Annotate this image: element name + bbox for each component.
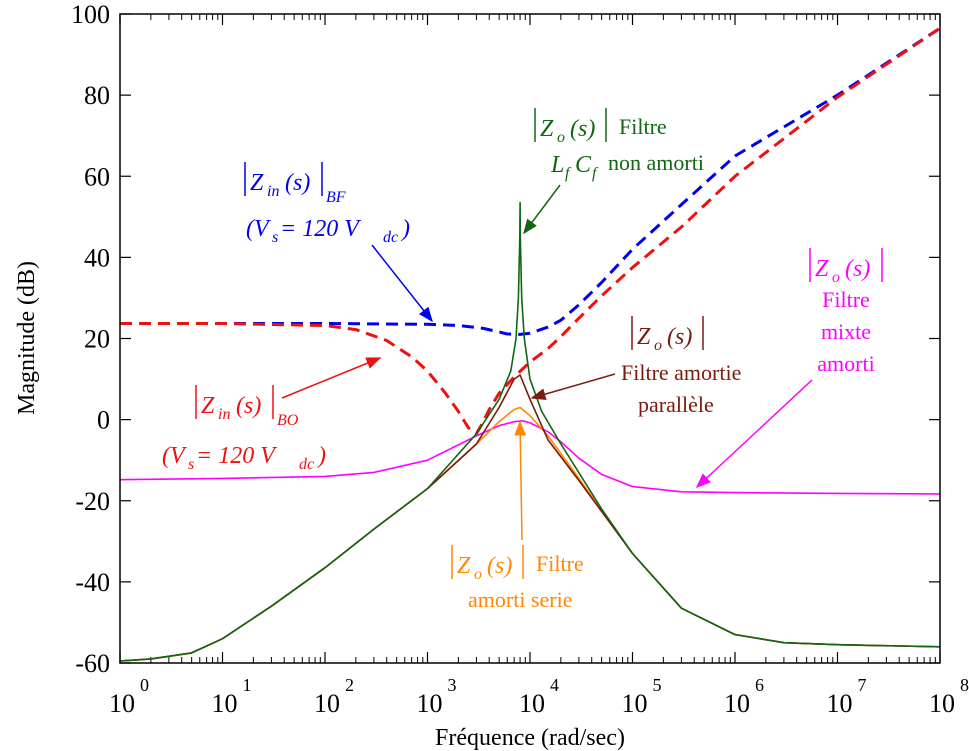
annotation-line2: Filtre amortie [621, 360, 741, 385]
annotation-z: Z [637, 324, 651, 350]
annotation-z-sub: o [557, 129, 565, 146]
x-tick-label: 10 [212, 689, 238, 718]
series-line-1 [120, 26, 940, 436]
annotation-z: Z [540, 116, 554, 142]
y-tick-label: 60 [84, 162, 110, 191]
annotation-z-sub: in [267, 183, 279, 200]
x-tick-exponent: 8 [960, 675, 969, 695]
series-line-0 [120, 26, 940, 336]
annotation-arg: (s) [570, 116, 595, 142]
x-tick-exponent: 6 [755, 675, 764, 695]
x-tick-exponent: 5 [653, 675, 662, 695]
series-line-2 [120, 419, 940, 495]
annotation-z: Z [250, 170, 264, 196]
x-tick-label: 10 [724, 689, 750, 718]
annotation-z-sub: o [474, 566, 482, 583]
annotation-vs-open: (V [246, 216, 271, 242]
annotation-vs-sub: s [272, 229, 278, 246]
annotation-arg: (s) [667, 324, 692, 350]
plot-frame [119, 13, 941, 664]
annotation-word-filtre: Filtre [619, 114, 667, 139]
tick-labels: 100101102103104105106107108-60-40-200204… [71, 0, 969, 718]
annotation-line2: Filtre [822, 287, 870, 312]
x-tick-exponent: 1 [243, 675, 252, 695]
x-tick-label: 10 [417, 689, 443, 718]
x-tick-exponent: 4 [550, 675, 559, 695]
series-layer [120, 26, 940, 662]
axis-ticks [119, 13, 941, 664]
annotation-arrow [695, 379, 813, 489]
annotation-line2: amorti serie [468, 587, 572, 612]
y-tick-label: -40 [75, 568, 110, 597]
x-tick-label: 10 [827, 689, 853, 718]
annotation-c: C [575, 152, 592, 178]
annotation-arrow [371, 244, 433, 323]
annotation-z: Z [457, 553, 471, 579]
y-axis-title: Magnitude (dB) [14, 261, 40, 415]
annotation-line3: mixte [821, 319, 871, 344]
x-tick-label: 10 [314, 689, 340, 718]
y-tick-label: 80 [84, 81, 110, 110]
annotation-arg: (s) [845, 256, 870, 282]
annotation-line3: parallèle [638, 392, 714, 417]
annotation-zin-bo: Z in (s) BO (V s = 120 V dc ) [162, 357, 382, 473]
y-tick-label: -60 [75, 649, 110, 678]
annotation-line4: amorti [817, 351, 874, 376]
x-tick-exponent: 2 [345, 675, 354, 695]
x-tick-label: 10 [109, 689, 135, 718]
annotation-z-sub: o [654, 337, 662, 354]
annotation-vs-mid: = 120 V [280, 216, 361, 242]
annotation-z-sub: o [832, 269, 840, 286]
y-tick-label: 20 [84, 325, 110, 354]
annotation-vs-sub: s [188, 456, 194, 473]
annotation-arrow [514, 420, 527, 541]
y-tick-label: 0 [97, 406, 110, 435]
x-tick-label: 10 [622, 689, 648, 718]
annotation-vdc-sub: dc [299, 456, 314, 473]
annotation-zin-bf: Z in (s) BF (V s = 120 V dc ) [244, 162, 433, 323]
annotation-vs-mid: = 120 V [196, 443, 277, 469]
annotation-zo-serie: Z o (s) Filtre amorti serie [451, 420, 584, 612]
annotation-zo-mixte: Z o (s) Filtre mixte amorti [695, 248, 883, 489]
annotation-arg: (s) [236, 393, 261, 419]
annotation-zo-non-amorti: Z o (s) Filtre L f C f non amorti [523, 108, 704, 235]
annotation-arrow [523, 184, 561, 235]
series-line-5 [120, 201, 940, 662]
annotation-z: Z [815, 256, 829, 282]
annotation-arg: (s) [285, 170, 310, 196]
x-axis-title: Fréquence (rad/sec) [435, 725, 625, 751]
annotation-bo: BO [277, 412, 299, 429]
annotation-z-sub: in [218, 406, 230, 423]
y-tick-label: 40 [84, 243, 110, 272]
annotation-arg: (s) [487, 553, 512, 579]
y-tick-label: 100 [71, 0, 110, 29]
x-tick-label: 10 [929, 689, 955, 718]
x-tick-exponent: 0 [140, 675, 149, 695]
x-tick-exponent: 7 [858, 675, 867, 695]
annotation-vdc-sub: dc [383, 229, 398, 246]
annotation-z: Z [201, 393, 215, 419]
annotation-zo-parallele: Z o (s) Filtre amortie parallèle [530, 316, 741, 417]
x-tick-label: 10 [519, 689, 545, 718]
annotation-arrow [281, 357, 382, 399]
annotation-l-sub: f [565, 165, 572, 182]
annotation-c-sub: f [592, 165, 599, 182]
annotation-vs-open: (V [162, 443, 187, 469]
annotation-vs-close: ) [316, 443, 326, 469]
annotation-l: L [550, 152, 564, 178]
annotation-bf: BF [326, 189, 346, 206]
annotation-non-amorti: non amorti [608, 150, 704, 175]
x-tick-exponent: 3 [448, 675, 457, 695]
annotation-arrow [530, 373, 616, 401]
y-tick-label: -20 [75, 487, 110, 516]
annotation-vs-close: ) [400, 216, 410, 242]
annotation-word-filtre: Filtre [536, 551, 584, 576]
